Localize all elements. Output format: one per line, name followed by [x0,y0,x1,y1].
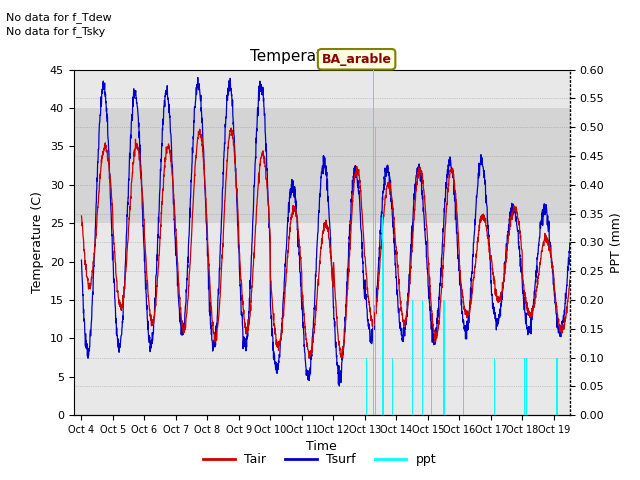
Text: No data for f_Tdew: No data for f_Tdew [6,12,112,23]
Text: BA_arable: BA_arable [322,53,392,66]
Title: Temperatures, PPT: Temperatures, PPT [250,49,393,64]
Bar [366,358,367,415]
Bar [431,358,432,415]
Bar [383,242,384,415]
Bar [557,358,558,415]
X-axis label: Time: Time [306,441,337,454]
Bar [74,108,570,223]
Bar [382,214,383,415]
Bar [494,358,495,415]
Bar [392,358,393,415]
Bar [556,358,557,415]
Y-axis label: PPT (mm): PPT (mm) [610,212,623,273]
Bar [367,358,369,415]
Bar [375,127,376,415]
Y-axis label: Temperature (C): Temperature (C) [31,192,44,293]
Legend: Tair, Tsurf, ppt: Tair, Tsurf, ppt [198,448,442,471]
Text: No data for f_Tsky: No data for f_Tsky [6,26,106,37]
Bar [581,358,582,415]
Bar [373,70,374,415]
Bar [486,358,488,415]
Bar [525,358,527,415]
Bar [412,300,413,415]
Bar [444,300,445,415]
